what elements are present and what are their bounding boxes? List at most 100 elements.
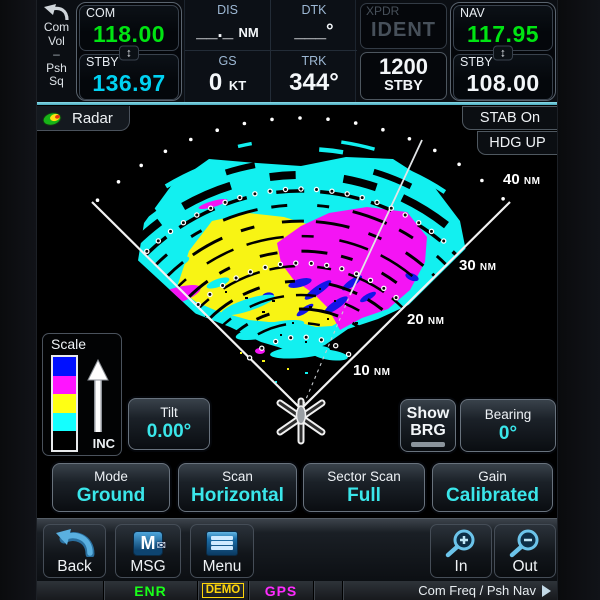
sector-right-edge xyxy=(300,201,511,410)
status-segment-empty xyxy=(313,581,342,600)
radar-page-tab: Radar xyxy=(37,106,130,131)
radar-blob-icon xyxy=(42,112,62,126)
xpdr-label: XPDR xyxy=(366,4,400,18)
nav-frequency-group: NAV 117.95 STBY 108.00 ↕ xyxy=(450,2,556,101)
topbar-divider xyxy=(37,102,557,105)
com-standby-frequency[interactable]: STBY 136.97 xyxy=(79,54,179,100)
demo-mode-annunciator: DEMO xyxy=(197,581,248,600)
gs-value: 0 xyxy=(208,69,223,96)
show-bearing-toggle-button[interactable]: Show BRG xyxy=(400,399,456,452)
xpdr-code-value: 1200 xyxy=(379,54,428,79)
back-button[interactable]: Back xyxy=(43,524,106,578)
flight-phase-annunciator: ENR xyxy=(103,581,197,600)
gain-button[interactable]: Gain Calibrated xyxy=(432,463,553,512)
com-volume-knob-hint: Com Vol – Psh Sq xyxy=(37,0,76,102)
gs-label: GS xyxy=(218,54,237,68)
com-active-value: 118.00 xyxy=(92,21,166,47)
msg-button[interactable]: M ✉ MSG xyxy=(115,524,181,578)
tilt-label: Tilt xyxy=(160,405,178,420)
gps-annunciator: GPS xyxy=(248,581,313,600)
nav-standby-frequency[interactable]: STBY 108.00 xyxy=(453,54,553,100)
scale-swatch-black xyxy=(53,431,76,450)
scale-swatch-magenta xyxy=(53,375,76,395)
zoom-in-button[interactable]: In xyxy=(430,524,492,578)
menu-button[interactable]: Menu xyxy=(190,524,254,578)
trk-value: 344° xyxy=(289,69,339,96)
range-label-10nm: 10 NM xyxy=(353,362,391,379)
dis-field: DIS __._ NM xyxy=(185,0,271,51)
knob-hint-line: Vol xyxy=(48,33,65,48)
com-active-frequency[interactable]: COM 118.00 xyxy=(79,5,179,51)
knob-hint-line: – xyxy=(53,47,60,61)
nav-swap-arrows-icon[interactable]: ↕ xyxy=(493,45,513,61)
scale-increase-arrow-icon xyxy=(87,358,109,432)
scale-inc-label: INC xyxy=(92,436,115,451)
transponder-group: XPDR IDENT 1200 STBY xyxy=(360,0,447,102)
gs-field: GS 0 KT xyxy=(185,51,271,102)
com-swap-arrows-icon[interactable]: ↕ xyxy=(119,45,139,61)
nav-active-frequency[interactable]: NAV 117.95 xyxy=(453,5,553,51)
range-label-40nm: 40 NM xyxy=(503,171,541,188)
dtk-unit: ° xyxy=(326,21,334,42)
status-segment-empty xyxy=(37,581,103,600)
menu-list-icon xyxy=(206,528,238,558)
back-arrow-icon xyxy=(54,528,96,558)
knob-return-arrow-icon xyxy=(43,4,69,21)
top-bar: Com Vol – Psh Sq COM 118.00 STBY 136.97 … xyxy=(37,0,557,102)
dis-unit: NM xyxy=(238,25,259,40)
nav-label: NAV xyxy=(460,6,485,20)
com-label: COM xyxy=(86,6,116,20)
zoom-out-button[interactable]: Out xyxy=(494,524,556,578)
scale-title: Scale xyxy=(51,336,87,352)
flight-data-panel: DIS __._ NM DTK ___° GS 0 KT TRK 344° xyxy=(184,0,357,102)
xpdr-ident-button[interactable]: XPDR IDENT xyxy=(360,3,447,49)
tilt-button[interactable]: Tilt 0.00° xyxy=(128,398,210,450)
nav-standby-value: 108.00 xyxy=(466,70,540,96)
ownship-aircraft-icon xyxy=(276,397,326,445)
mode-button[interactable]: Mode Ground xyxy=(52,463,170,512)
range-label-20nm: 20 NM xyxy=(407,311,445,328)
range-label-30nm: 30 NM xyxy=(459,257,497,274)
knob-hint-line: Psh xyxy=(46,60,67,75)
com-frequency-group: COM 118.00 STBY 136.97 ↕ xyxy=(76,2,182,101)
scale-swatch-blue xyxy=(53,357,76,376)
scale-swatch-cyan xyxy=(53,412,76,432)
dtk-value: ___ xyxy=(294,21,327,42)
bottom-toolbar: Back M ✉ MSG Menu xyxy=(37,518,557,581)
knob-function-hint: Com Freq / Psh Nav xyxy=(342,581,557,600)
magnifier-minus-icon xyxy=(508,528,542,558)
message-icon: M ✉ xyxy=(133,528,166,558)
intensity-scale-legend: Scale INC xyxy=(42,333,122,456)
stab-status-label: STAB On xyxy=(462,106,557,130)
knob-hint-arrow-icon xyxy=(542,584,551,597)
show-brg-active-indicator xyxy=(411,441,445,447)
nav-standby-label: STBY xyxy=(460,55,493,69)
sector-left-edge xyxy=(91,201,302,410)
tilt-value: 0.00° xyxy=(146,421,192,442)
com-standby-label: STBY xyxy=(86,55,119,69)
gs-unit: KT xyxy=(228,78,247,93)
scale-swatch-yellow xyxy=(53,394,76,413)
bearing-value: 0° xyxy=(498,422,518,444)
xpdr-code-button[interactable]: 1200 STBY xyxy=(360,52,447,100)
bearing-button[interactable]: Bearing 0° xyxy=(460,399,556,452)
nav-active-value: 117.95 xyxy=(466,21,540,47)
trk-field: TRK 344° xyxy=(271,51,357,102)
xpdr-mode-value: STBY xyxy=(384,78,423,94)
sector-scan-button[interactable]: Sector Scan Full xyxy=(303,463,425,512)
magnifier-plus-icon xyxy=(444,528,478,558)
right-bezel xyxy=(557,0,600,600)
knob-hint-line: Com xyxy=(43,20,70,34)
dtk-field: DTK ___° xyxy=(271,0,357,51)
scale-color-column xyxy=(51,355,78,452)
radar-tab-label: Radar xyxy=(72,109,113,127)
left-bezel xyxy=(0,0,37,600)
dis-label: DIS xyxy=(217,3,238,17)
com-standby-value: 136.97 xyxy=(92,70,166,96)
scan-button[interactable]: Scan Horizontal xyxy=(178,463,297,512)
heading-up-label: HDG UP xyxy=(477,131,557,155)
dis-value: __._ xyxy=(196,21,234,42)
knob-hint-line: Sq xyxy=(49,74,64,88)
bearing-label: Bearing xyxy=(484,406,532,422)
